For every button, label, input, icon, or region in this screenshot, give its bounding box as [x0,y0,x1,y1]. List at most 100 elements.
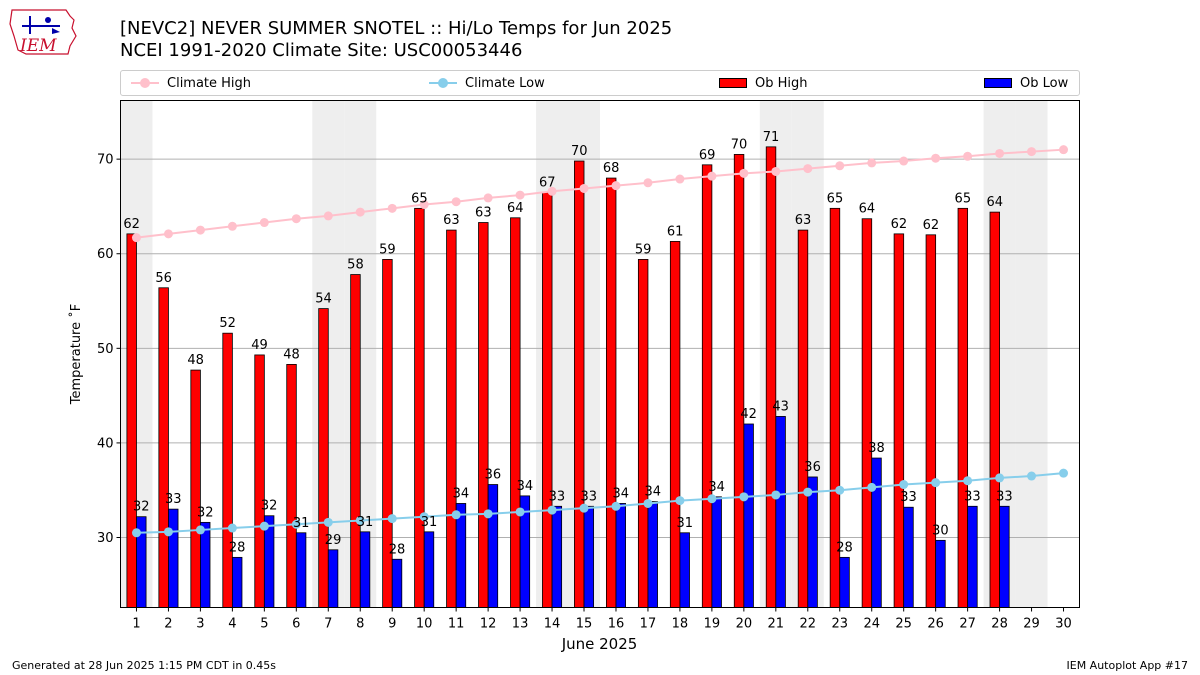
ob-high-label-19: 69 [699,148,716,163]
xtick-label-6: 6 [292,617,300,632]
ob-low-bar-9 [391,558,403,608]
ob-high-bar-12 [478,222,489,608]
ob-low-label-21: 43 [772,399,789,414]
ob-high-bar-1 [126,233,137,608]
climate-low-point-17 [643,498,653,508]
climate-high-point-2 [163,229,173,239]
ob-high-bars [126,146,1000,608]
ob-low-bar-12 [487,484,499,608]
ob-low-bar-3 [200,521,211,608]
iowa-map-icon [9,9,77,55]
xtick-label-26: 26 [927,617,944,632]
xtick-label-27: 27 [959,617,976,632]
climate-low-point-30 [1059,468,1069,478]
ob-high-label-22: 63 [795,213,812,228]
ob-low-label-17: 34 [644,485,661,500]
ytick-label-70: 70 [97,153,114,168]
ob-high-bar-24 [861,218,873,608]
ob-high-label-1: 62 [123,217,140,232]
climate-low-point-10 [419,512,429,522]
legend-ob-low-label: Ob Low [1020,75,1069,91]
ob-low-bar-25 [903,506,914,608]
climate-low-point-3 [195,525,205,535]
climate-low-point-25 [899,480,909,490]
ob-high-bar-28 [989,211,1000,608]
ob-high-bar-11 [446,229,457,608]
ob-low-bar-28 [999,505,1010,608]
ob-high-bar-5 [254,354,265,608]
generated-note: Generated at 28 Jun 2025 1:15 PM CDT in … [12,659,277,672]
ob-high-bar-18 [669,241,681,608]
ob-low-label-3: 32 [197,505,214,520]
ob-high-label-3: 48 [187,353,204,368]
legend-ob-high-patch [719,78,747,88]
climate-low-point-19 [707,494,717,504]
ob-high-label-27: 65 [955,191,972,206]
ob-low-bar-8 [359,531,371,608]
xtick-label-15: 15 [576,617,593,632]
climate-low-point-22 [803,487,813,497]
ob-low-bar-10 [423,531,435,608]
climate-high-point-1 [131,233,141,243]
ob-low-bar-26 [935,539,946,608]
climate-high-point-9 [387,203,397,213]
ob-low-label-19: 34 [708,480,725,495]
climate-high-point-30 [1059,145,1069,155]
ob-high-bar-6 [286,364,297,608]
ob-low-bar-2 [168,508,179,608]
ob-high-label-2: 56 [155,271,172,286]
ob-low-label-15: 33 [581,489,598,504]
legend-ob-low-patch [984,78,1012,88]
xtick-label-29: 29 [1023,617,1040,632]
ob-low-label-2: 33 [165,492,182,507]
ob-high-bar-2 [158,287,169,608]
xtick-label-9: 9 [388,617,396,632]
ob-low-label-6: 31 [293,516,310,531]
xtick-label-23: 23 [831,617,848,632]
ob-low-label-23: 28 [836,540,853,555]
climate-high-point-7 [323,211,333,221]
ob-low-bar-20 [743,423,754,608]
xtick-label-18: 18 [672,617,689,632]
legend-climate-high: Climate High [131,74,251,92]
ob-high-bar-26 [925,234,937,608]
ob-high-label-9: 59 [379,242,396,257]
ob-low-bar-14 [551,505,563,608]
ob-high-label-18: 61 [667,224,684,239]
climate-high-point-16 [611,181,621,191]
climate-low-point-26 [931,478,941,488]
climate-high-point-12 [483,193,493,203]
climate-high-point-25 [899,156,909,166]
xtick-label-22: 22 [800,617,817,632]
ob-high-bar-20 [733,154,745,608]
ob-high-bar-17 [637,259,649,608]
climate-high-point-28 [995,148,1005,158]
climate-high-point-13 [515,190,525,200]
ob-low-label-27: 33 [964,489,981,504]
xtick-label-30: 30 [1055,617,1072,632]
ob-high-label-17: 59 [635,242,652,257]
ob-low-bar-7 [327,549,339,608]
bar-labels: 62 56 48 52 49 48 54 58 59 65 63 63 64 67 70 68 59 61 69 70… [123,130,1012,557]
xtick-label-4: 4 [228,617,236,632]
ob-low-bar-4 [231,556,243,608]
xtick-label-3: 3 [196,617,204,632]
ob-high-bar-4 [222,332,233,608]
xtick-label-20: 20 [736,617,753,632]
ob-high-label-21: 71 [763,130,780,145]
ytick-label-30: 30 [97,531,114,546]
ob-low-bar-16 [615,503,626,608]
ob-high-bar-22 [797,229,809,608]
ob-high-bar-13 [510,217,521,608]
legend-ob-low: Ob Low [984,74,1068,92]
ob-high-bar-8 [350,274,361,608]
climate-low-point-11 [451,510,461,520]
climate-high-point-11 [451,197,461,207]
ob-low-label-24: 38 [868,441,885,456]
ob-high-label-6: 48 [283,347,300,362]
ob-low-label-7: 29 [325,533,342,548]
legend-ob-high: Ob High [719,74,808,92]
xtick-label-14: 14 [544,617,561,632]
ob-low-label-5: 32 [261,499,278,514]
shade-day-29 [1015,100,1048,608]
